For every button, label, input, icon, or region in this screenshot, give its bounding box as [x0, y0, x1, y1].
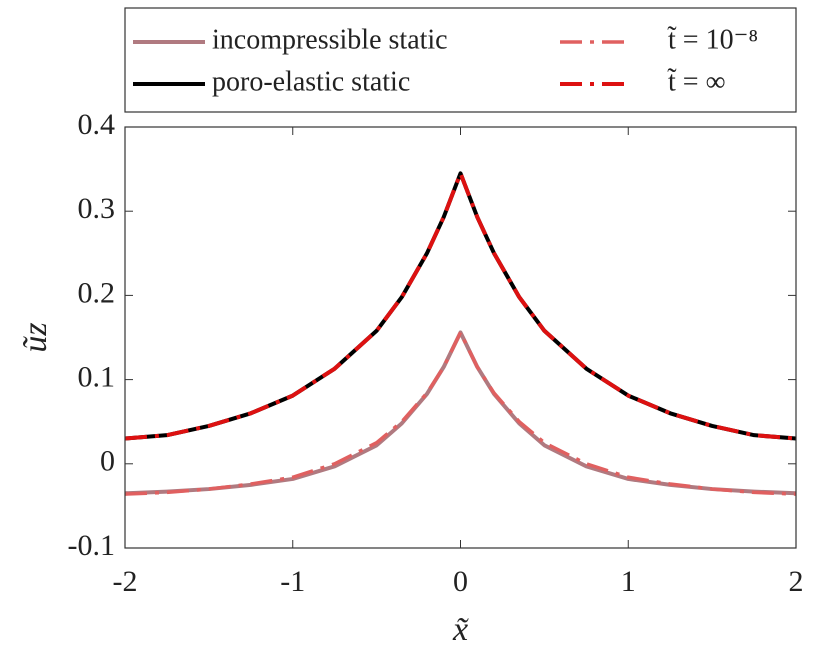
- x-tick-label: 1: [621, 565, 636, 598]
- y-tick-label: -0.1: [68, 529, 116, 562]
- legend-label: poro-elastic static: [212, 66, 410, 97]
- x-tick-label: -1: [280, 565, 305, 598]
- y-tick-label: 0.1: [78, 360, 116, 393]
- y-tick-label: 0.4: [78, 108, 116, 141]
- x-tick-label: -2: [113, 565, 138, 598]
- x-tick-label: 2: [789, 565, 804, 598]
- plot-frame: [124, 126, 797, 549]
- y-tick-label: 0: [100, 445, 115, 478]
- series-line: [124, 171, 797, 441]
- legend-label: t̃ = 10⁻⁸: [667, 24, 758, 55]
- legend-label: incompressible static: [212, 24, 448, 55]
- y-tick-label: 0.3: [78, 192, 116, 225]
- y-tick-label: 0.2: [78, 276, 116, 309]
- x-axis-label: x̃: [452, 611, 469, 648]
- y-axis-label: ũz: [17, 322, 54, 352]
- legend-label: t̃ = ∞: [667, 66, 725, 97]
- legend-box: [124, 7, 797, 113]
- x-tick-label: 0: [453, 565, 468, 598]
- series-line: [124, 330, 797, 496]
